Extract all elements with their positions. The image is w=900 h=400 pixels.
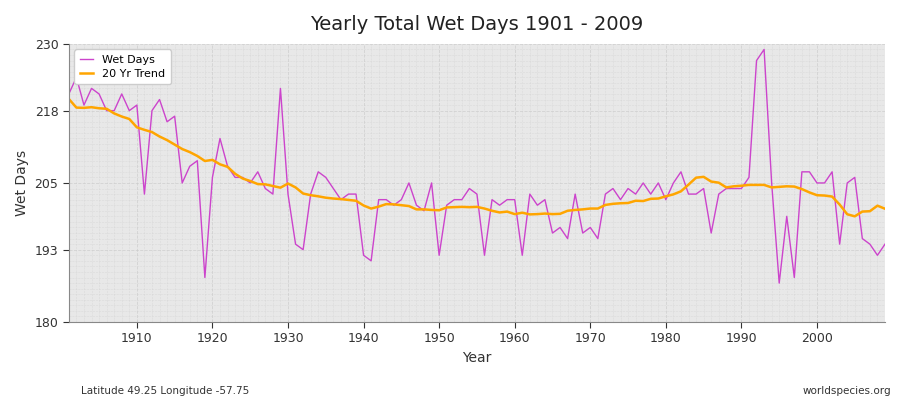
20 Yr Trend (509, 212, 520, 216)
20 Yr Trend (879, 206, 890, 211)
20 Yr Trend (124, 116, 135, 121)
Line: Wet Days: Wet Days (68, 50, 885, 283)
20 Yr Trend (290, 185, 301, 190)
20 Yr Trend (502, 209, 513, 214)
20 Yr Trend (336, 197, 346, 202)
Wet Days (879, 242, 890, 246)
20 Yr Trend (600, 202, 611, 207)
Wet Days (63, 92, 74, 96)
Text: worldspecies.org: worldspecies.org (803, 386, 891, 396)
20 Yr Trend (850, 214, 860, 219)
20 Yr Trend (63, 96, 74, 101)
Wet Days (509, 197, 520, 202)
Wet Days (502, 197, 513, 202)
Wet Days (600, 192, 611, 196)
Line: 20 Yr Trend: 20 Yr Trend (68, 99, 885, 216)
Wet Days (774, 281, 785, 286)
Wet Days (124, 108, 135, 113)
Title: Yearly Total Wet Days 1901 - 2009: Yearly Total Wet Days 1901 - 2009 (310, 15, 644, 34)
Text: Latitude 49.25 Longitude -57.75: Latitude 49.25 Longitude -57.75 (81, 386, 249, 396)
X-axis label: Year: Year (463, 351, 491, 365)
Y-axis label: Wet Days: Wet Days (15, 150, 29, 216)
Wet Days (759, 47, 769, 52)
Wet Days (290, 242, 301, 246)
Legend: Wet Days, 20 Yr Trend: Wet Days, 20 Yr Trend (75, 50, 171, 84)
Wet Days (336, 197, 346, 202)
